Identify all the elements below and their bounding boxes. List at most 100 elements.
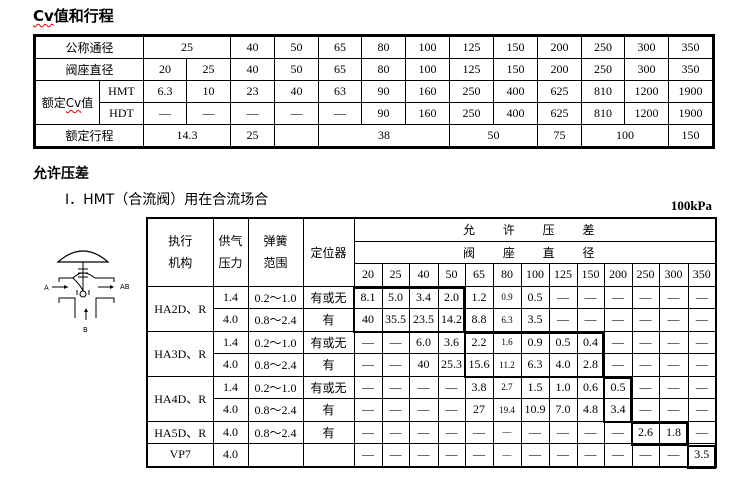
table-cell: 125 (449, 35, 494, 59)
table-cell: — (687, 420, 717, 444)
table-cell: 8.1 (353, 285, 383, 309)
table-cell: 0.2～1.0 (247, 285, 304, 309)
table-cell: 1.0 (548, 375, 578, 399)
table-cell: 625 (537, 102, 582, 125)
table-cell: 3.4 (408, 285, 439, 309)
table-cell: 40 (230, 35, 275, 59)
cv-label: 值 (81, 96, 94, 110)
table-cell: — (464, 420, 494, 444)
col-header: 阀 座 直 径 (353, 240, 717, 264)
section-subtitle: Ⅰ．HMT（合流阀）用在合流场合 (65, 192, 269, 208)
table-cell: — (603, 285, 633, 309)
table-cell: 0.9 (520, 330, 550, 354)
table-cell: — (687, 353, 717, 377)
table-cell: 3.6 (437, 330, 466, 354)
port-a-label: A (44, 284, 49, 292)
table-cell: — (381, 330, 410, 354)
table-cell: 4.0 (212, 398, 249, 422)
table-cell: 2.6 (631, 420, 660, 444)
table-cell: 40 (353, 308, 383, 332)
table-cell: — (576, 308, 605, 332)
table-cell: 2.0 (437, 285, 466, 309)
table-cell: — (408, 443, 439, 467)
table-cell: 400 (493, 80, 538, 103)
table-cell: 350 (668, 35, 714, 59)
table-cell: 65 (318, 35, 362, 59)
table-cell: — (658, 375, 689, 399)
table-row: HA2D、R 1.4 0.2～1.0 有或无 8.1 5.0 3.4 2.0 1.2 0.9 0.5… (146, 285, 717, 332)
table-cell: 40 (230, 58, 275, 81)
table-cell: — (548, 420, 578, 444)
table-cell: 250 (581, 58, 625, 81)
table-cell: — (381, 443, 410, 467)
actuator-cell: HA2D、R (146, 285, 214, 332)
table-cell: — (353, 443, 383, 467)
table-cell: 1.4 (212, 285, 249, 309)
table-cell: 有 (302, 398, 355, 422)
table-cell: 1.4 (212, 375, 249, 399)
table-cell: 5.0 (381, 285, 410, 309)
table-cell: 810 (581, 80, 625, 103)
table-cell: — (353, 353, 383, 377)
col-header: 200 (603, 263, 633, 287)
table-cell: — (687, 330, 717, 354)
table-cell: 有或无 (302, 375, 355, 399)
actuator-cell: HA3D、R (146, 330, 214, 377)
table-cell: 65 (318, 58, 362, 81)
table-cell: 2.8 (576, 353, 605, 377)
table-cell: 1.5 (520, 375, 550, 399)
table-cell: — (548, 308, 578, 332)
col-header: 100 (520, 263, 550, 287)
col-header: 250 (631, 263, 660, 287)
table-cell: 20 (143, 58, 187, 81)
table-cell: — (492, 420, 522, 444)
hdt-row: HDT — — — — —90 160 250 400 625 810 1200 1900 (35, 102, 714, 125)
cv-stroke-table: 公称通径 25 40 50 65 80 100 125 150 200 250 300 350 阀座直径 2… (33, 34, 715, 149)
table-cell: — (230, 102, 275, 125)
col-header: 50 (437, 263, 466, 287)
col-header: 20 (353, 263, 383, 287)
table-cell: 1.4 (212, 330, 249, 354)
table-cell: — (603, 420, 633, 444)
table-cell: 1200 (624, 80, 669, 103)
table-cell (274, 124, 319, 148)
table-cell: 有或无 (302, 285, 355, 309)
table-cell: — (408, 420, 439, 444)
table-cell: — (658, 308, 689, 332)
table-cell: 0.8～2.4 (247, 420, 304, 444)
table-cell: — (631, 353, 660, 377)
cv-label: 额定 (41, 96, 66, 110)
table-cell: 6.3 (143, 80, 187, 103)
table-cell: 1200 (624, 102, 669, 125)
table-cell: — (353, 420, 383, 444)
table-cell: 300 (624, 35, 669, 59)
table-cell: 35.5 (381, 308, 410, 332)
col-header-supply-text: 供气压力 (218, 234, 243, 271)
table-cell: 50 (449, 124, 538, 148)
col-header-actuator: 执行机构 (146, 217, 214, 287)
table-row: 4.0 0.8～2.4 有 — — — —27 19.4 10.9 7.0 4.8 3.4— — — (147, 398, 717, 422)
table-row: HA3D、R 1.4 0.2～1.0 有或无 — —6.0 3.6 2.2 1.6 0.9 0.5 0… (146, 330, 717, 377)
table-cell: — (687, 398, 717, 422)
table-cell: 0.6 (576, 375, 605, 399)
col-header-actuator-text: 执行机构 (168, 234, 193, 271)
table-cell: — (631, 330, 660, 354)
row-header: HDT (99, 102, 144, 125)
table-cell: 80 (361, 58, 406, 81)
table-cell: 4.0 (212, 443, 249, 467)
table-cell: 80 (361, 35, 406, 59)
table-cell: 有 (302, 308, 355, 332)
table-cell: — (492, 443, 522, 467)
table-cell: 0.5 (548, 330, 578, 354)
table-cell: 有 (302, 420, 355, 444)
table-cell: 1900 (668, 102, 714, 125)
section-title-pressure: 允许压差 (33, 166, 89, 182)
table-cell: — (576, 443, 605, 467)
table-cell: 810 (581, 102, 625, 125)
table-cell: 400 (493, 102, 538, 125)
actuator-cell: HA4D、R (146, 375, 214, 422)
col-header: 300 (658, 263, 689, 287)
table-cell: 100 (581, 124, 669, 148)
title-rest: 值和行程 (53, 7, 114, 25)
table-cell: — (658, 398, 689, 422)
